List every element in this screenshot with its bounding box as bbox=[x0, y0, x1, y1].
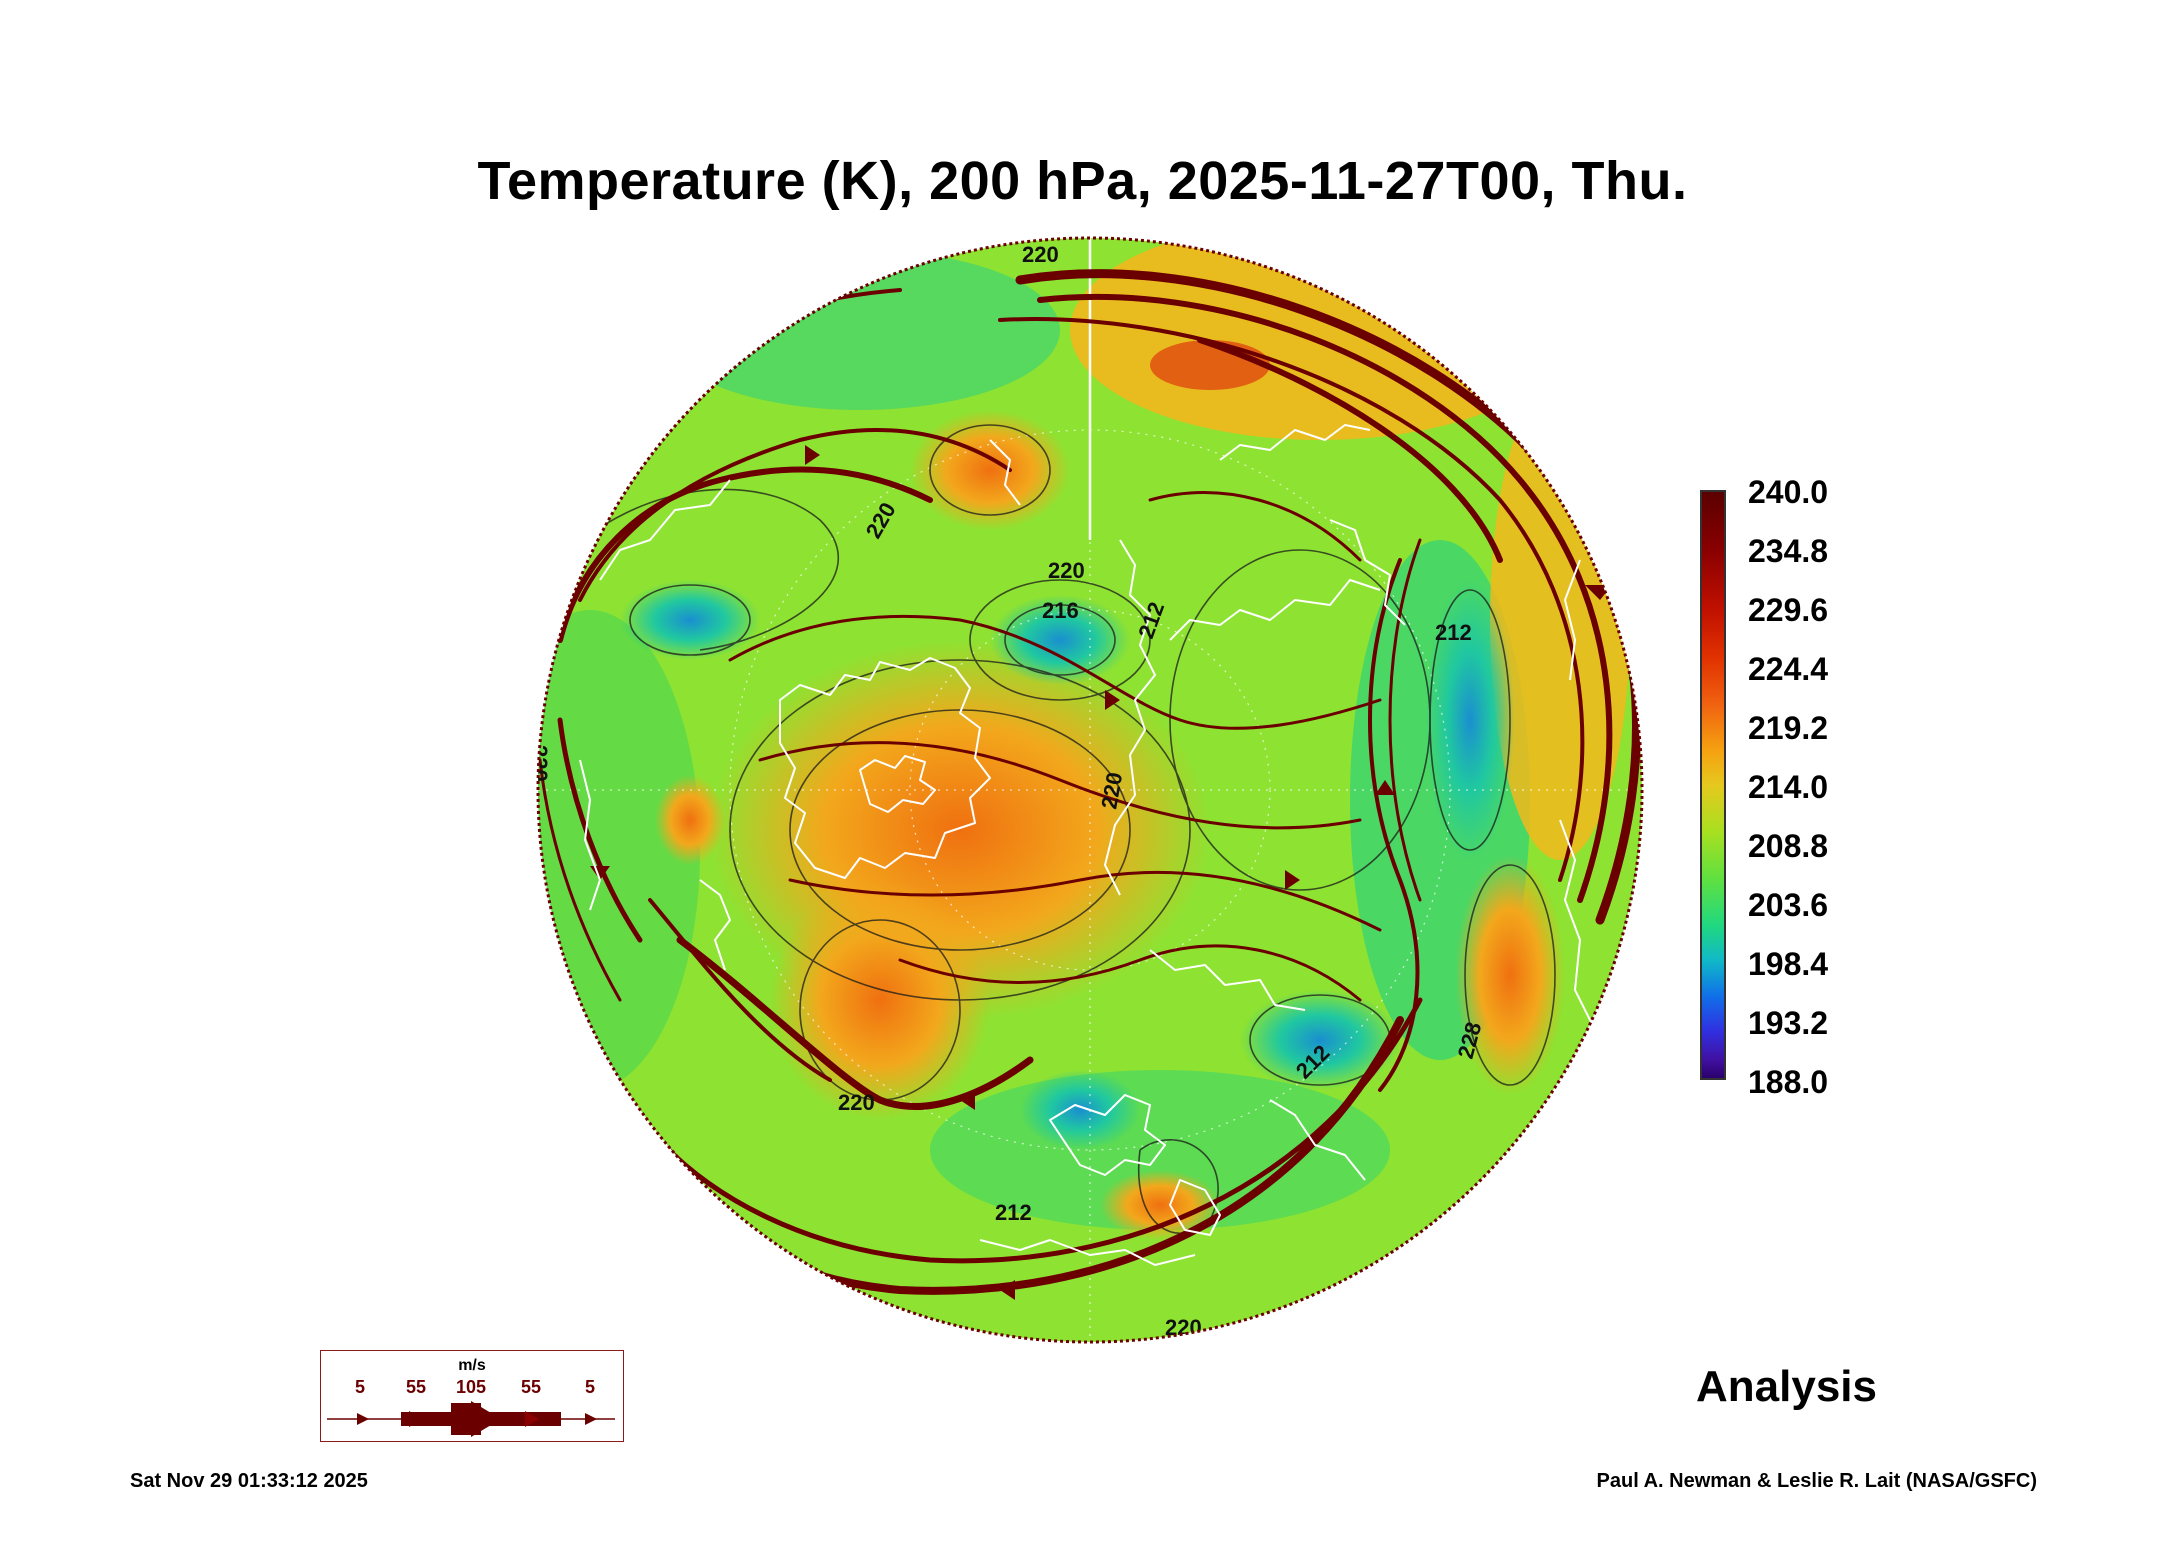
contour-label: 216 bbox=[1042, 598, 1079, 623]
analysis-label: Analysis bbox=[1696, 1362, 1877, 1411]
timestamp: Sat Nov 29 01:33:12 2025 bbox=[130, 1470, 368, 1492]
colorbar-label: 208.8 bbox=[1748, 828, 1829, 864]
colorbar-label: 234.8 bbox=[1748, 533, 1829, 569]
colorbar-label: 224.4 bbox=[1748, 651, 1829, 687]
cold-region bbox=[990, 595, 1130, 685]
wind-speed-legend: m/s 5 55 105 55 5 bbox=[320, 1350, 624, 1442]
warm-region bbox=[1100, 1170, 1220, 1240]
contour-label: 212 bbox=[995, 1200, 1032, 1225]
warm-region bbox=[1150, 340, 1270, 390]
globe-edge bbox=[536, 236, 1644, 1344]
temperature-patch bbox=[660, 250, 1060, 410]
cold-region bbox=[1020, 1070, 1140, 1150]
isotherm-contours bbox=[559, 424, 1556, 1235]
wind-legend-value: 105 bbox=[456, 1377, 487, 1397]
wind-legend-value: 55 bbox=[521, 1377, 542, 1397]
colorbar bbox=[1700, 490, 1726, 1080]
cold-region bbox=[620, 580, 760, 660]
contour-label: 212 bbox=[1435, 620, 1472, 645]
credit-line: Paul A. Newman & Leslie R. Lait (NASA/GS… bbox=[1596, 1470, 2037, 1492]
colorbar-label: 198.4 bbox=[1748, 946, 1829, 982]
contour-label: 220 bbox=[1022, 242, 1059, 267]
wind-legend-value: 5 bbox=[585, 1377, 596, 1397]
colorbar-label: 188.0 bbox=[1748, 1064, 1829, 1100]
wind-legend-value: 5 bbox=[355, 1377, 366, 1397]
streamline-arrows bbox=[590, 445, 1612, 1300]
contour-label: 220 bbox=[527, 745, 552, 782]
cold-region bbox=[1425, 580, 1515, 860]
cold-region bbox=[1240, 990, 1400, 1090]
contour-label: 220 bbox=[838, 1090, 875, 1115]
globe: 220 220 220 216 212 220 212 220 228 220 … bbox=[527, 238, 1642, 1342]
coastlines bbox=[579, 424, 1596, 1266]
colorbar-label: 203.6 bbox=[1748, 887, 1829, 923]
wind-legend-value: 55 bbox=[406, 1377, 427, 1397]
colorbar-label: 240.0 bbox=[1748, 474, 1829, 510]
wind-legend-arrow bbox=[327, 1401, 615, 1437]
colorbar-label: 193.2 bbox=[1748, 1005, 1829, 1041]
colorbar-label: 214.0 bbox=[1748, 769, 1829, 805]
contour-label: 220 bbox=[1048, 558, 1085, 583]
colorbar-label: 219.2 bbox=[1748, 710, 1829, 746]
colorbar-label: 229.6 bbox=[1748, 592, 1829, 628]
chart-title: Temperature (K), 200 hPa, 2025-11-27T00,… bbox=[477, 151, 1688, 211]
warm-region bbox=[910, 410, 1070, 530]
warm-region bbox=[1455, 855, 1565, 1095]
wind-legend-unit: m/s bbox=[458, 1357, 486, 1374]
temperature-patch bbox=[538, 610, 700, 1090]
warm-region bbox=[655, 775, 725, 865]
